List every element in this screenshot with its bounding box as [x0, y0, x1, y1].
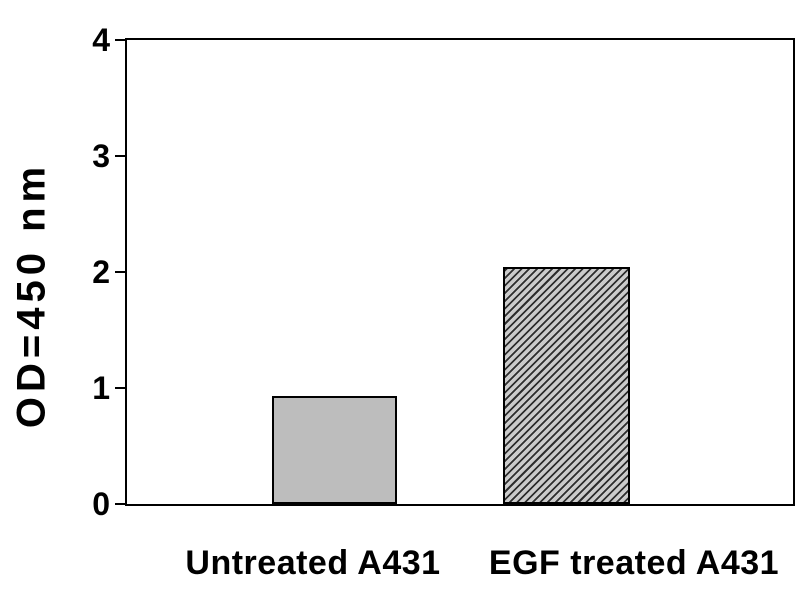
x-category-label-untreated: Untreated A431	[185, 544, 441, 582]
x-category-label-egf-treated: EGF treated A431	[488, 544, 780, 582]
y-axis-tick	[115, 503, 125, 505]
y-axis-title: OD=450 nm	[9, 161, 54, 429]
y-tick-label: 1	[92, 370, 110, 406]
y-tick-label: 0	[92, 486, 110, 522]
y-axis-tick	[115, 271, 125, 273]
plot-area	[125, 38, 795, 506]
y-axis-tick	[115, 387, 125, 389]
y-axis-tick	[115, 39, 125, 41]
bar-untreated-a431	[272, 396, 397, 504]
y-axis-tick	[115, 155, 125, 157]
y-tick-label: 2	[92, 254, 110, 290]
y-tick-label: 3	[92, 138, 110, 174]
bar-egf-treated-a431	[503, 267, 630, 504]
y-tick-label: 4	[92, 22, 110, 58]
